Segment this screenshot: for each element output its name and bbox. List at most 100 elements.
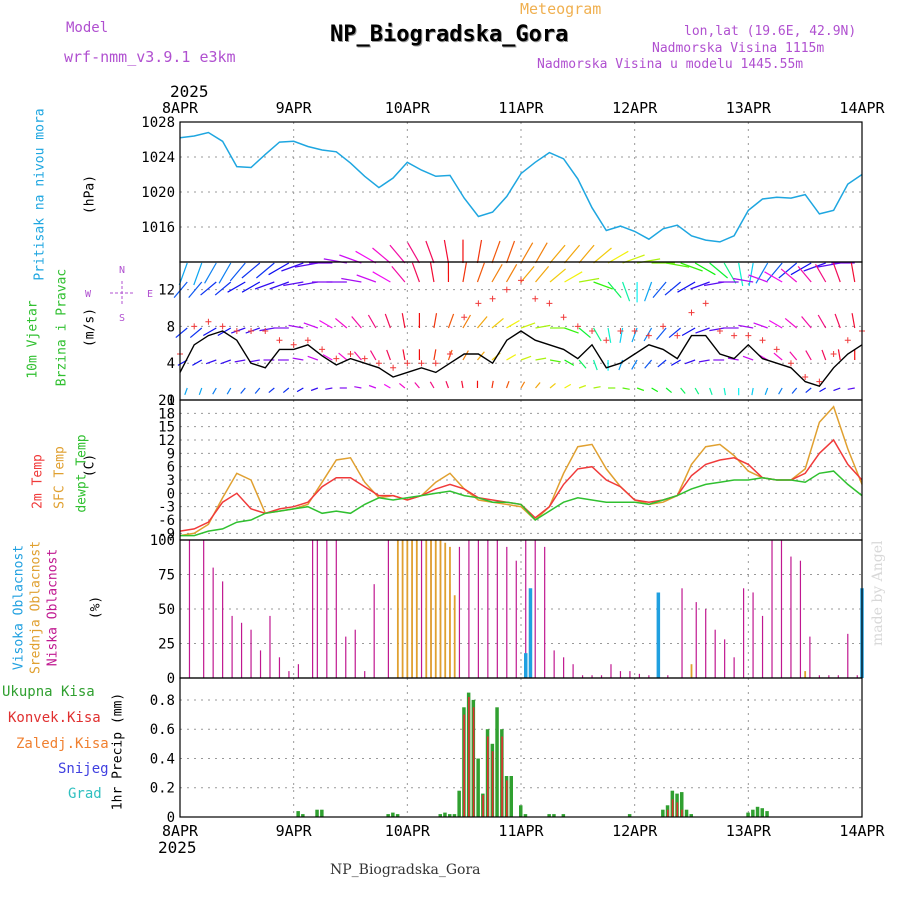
total-rain-bar (746, 812, 750, 817)
wind-barb (433, 313, 438, 329)
wind-barb (214, 281, 232, 296)
wind-barb (593, 247, 612, 264)
wind-barb (748, 262, 754, 287)
total-rain-bar (760, 808, 764, 817)
wind-barb (220, 359, 231, 365)
y-tick-label: 18 (158, 406, 175, 422)
wind-speed-line (179, 330, 863, 388)
wind-barb (369, 350, 377, 361)
wind-gust-marker (759, 337, 766, 344)
y-tick-label: 0.6 (150, 722, 175, 738)
wind-barb (578, 244, 595, 264)
wind-barb (778, 262, 798, 279)
total-rain-bar (509, 776, 513, 817)
wind-barb (833, 387, 841, 392)
wind-barb (204, 262, 217, 284)
wind-gust-marker (603, 337, 610, 344)
wind-barb (732, 277, 754, 283)
wind-barb (668, 327, 682, 339)
wind-gust-marker (262, 328, 269, 334)
temp-ylabel-sfc: SFC Temp (52, 446, 68, 509)
wind-barb (198, 387, 203, 396)
wind-barb (391, 266, 406, 283)
wind-barb (644, 359, 653, 369)
total-rain-bar (438, 814, 442, 817)
wind-barb (680, 387, 686, 394)
total-rain-bar (495, 707, 499, 817)
total-rain-bar (680, 792, 684, 817)
wind-barb (644, 281, 653, 302)
wind-gust-marker (361, 355, 368, 362)
wind-barb (651, 387, 659, 393)
x-tick-label-bottom: 11APR (498, 822, 544, 840)
wind-barb (425, 240, 435, 264)
wind-gust-marker (205, 318, 212, 325)
convective-rain-bar (671, 799, 674, 817)
legend-total-rain: Ukupna Kisa (2, 684, 95, 700)
total-rain-bar (627, 814, 632, 817)
wind-barb (664, 281, 682, 296)
y-tick-label: 21 (158, 393, 175, 409)
dewpt-temp-line (180, 470, 863, 537)
wind-gust-marker (745, 332, 752, 339)
wind-barb (175, 327, 188, 339)
wind-barb (753, 322, 768, 329)
wind-barb (383, 383, 391, 389)
total-rain-bar (443, 812, 447, 817)
wind-gust-marker (731, 332, 738, 339)
convective-rain-bar (482, 795, 484, 817)
wind-barb (355, 250, 377, 264)
x-tick-label-bottom: 9APR (276, 822, 313, 840)
x-tick-label-top: 8APR (162, 99, 199, 117)
wind-barb (677, 281, 696, 293)
convective-rain-bar (487, 736, 489, 817)
y-tick-label: 15 (158, 420, 175, 436)
wind-barb (652, 281, 667, 298)
wind-barb (694, 262, 716, 276)
y-tick-label: 1020 (141, 185, 175, 201)
wind-barb (184, 387, 188, 396)
y-tick-label: 25 (158, 637, 175, 653)
wind-barb (636, 387, 645, 392)
wind-barb (631, 327, 638, 343)
wind-barb (607, 281, 622, 298)
wind-barb (288, 324, 304, 329)
convective-rain-bar (463, 714, 465, 817)
wind-barb (578, 384, 587, 389)
wind-barb (506, 319, 520, 329)
wind-gust-marker (688, 309, 695, 316)
wind-barb (354, 386, 362, 389)
wind-gust-marker (716, 328, 723, 334)
y-tick-label: 0 (167, 393, 175, 409)
cloud-ylabel-low: Niska Oblacnost (45, 548, 61, 667)
wind-barb (764, 387, 769, 396)
wind-barb (476, 239, 483, 264)
wind-barb (189, 327, 203, 339)
x-tick-label-bottom: 12APR (612, 822, 658, 840)
year-bottom: 2025 (158, 838, 197, 857)
wind-barb (229, 262, 246, 282)
legend-snow: Snijeg (58, 761, 109, 777)
wind-barb (709, 387, 713, 396)
wind-barb (505, 380, 510, 389)
wind-barb (178, 262, 188, 286)
panel-frame (179, 539, 863, 679)
y-tick-label: 0.2 (150, 781, 175, 797)
wind-ylabel-1: 10m Vjetar (25, 300, 41, 379)
wind-barb (414, 382, 420, 389)
wind-barb (491, 263, 503, 283)
wind-gust-marker (816, 378, 823, 385)
wind-barb (643, 327, 653, 342)
wind-barb (259, 327, 275, 332)
x-tick-label-bottom: 10APR (385, 822, 431, 840)
wind-barb (303, 322, 319, 329)
y-tick-label: 0.8 (150, 693, 175, 709)
wind-barb (723, 262, 737, 284)
footer-station: NP_Biogradska_Gora (330, 862, 481, 878)
wind-barb (564, 383, 572, 389)
panel-frame (179, 677, 863, 818)
lonlat-label: lon,lat (19.6E, 42.9N) (684, 24, 857, 39)
wind-gust-marker (347, 351, 354, 357)
wind-barb (535, 324, 551, 329)
y-tick-label: 1024 (141, 150, 175, 166)
